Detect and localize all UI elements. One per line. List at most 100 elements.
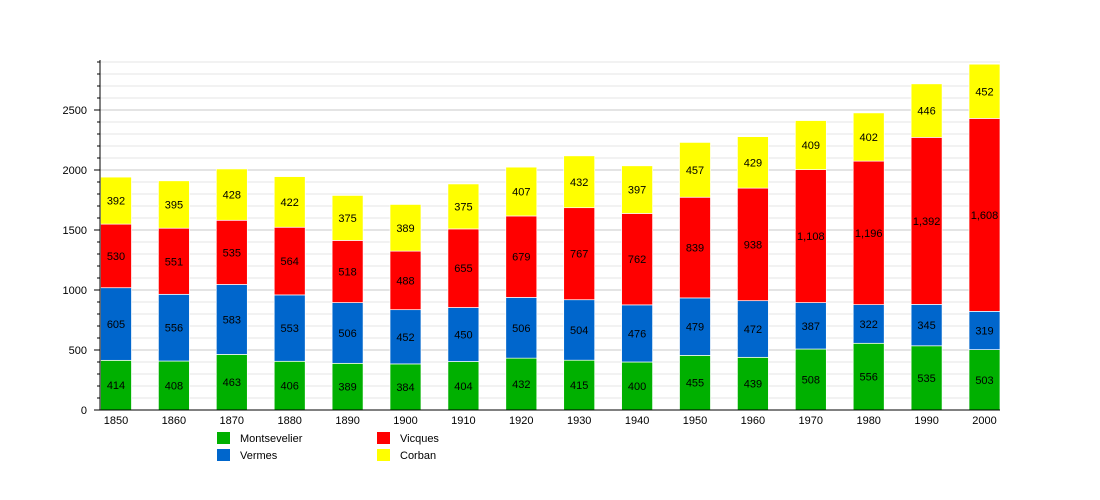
data-label: 422 — [281, 197, 299, 209]
bar-corban-1950 — [679, 142, 711, 198]
x-tick-label: 1900 — [393, 415, 417, 427]
bars: 414 605 530 392 408 556 551 395 463 583 535 428 406 5… — [100, 63, 1001, 411]
data-label: 1,108 — [797, 231, 825, 243]
y-tick-label: 2500 — [63, 105, 87, 117]
bar-montsevelier-1910 — [447, 361, 480, 411]
data-label: 535 — [223, 247, 241, 259]
gridlines — [100, 61, 1000, 399]
data-label: 472 — [744, 324, 762, 336]
x-tick-label: 1880 — [277, 415, 301, 427]
data-label: 450 — [454, 330, 472, 342]
data-label: 415 — [570, 380, 588, 392]
x-tick-label: 1970 — [799, 415, 823, 427]
bar-corban-1930 — [563, 155, 596, 209]
data-label: 530 — [107, 251, 125, 263]
bar-montsevelier-1920 — [505, 357, 538, 411]
data-label: 767 — [570, 249, 588, 261]
data-label: 583 — [223, 314, 241, 326]
bar-montsevelier-1980 — [852, 342, 885, 411]
x-tick-label: 1980 — [856, 415, 880, 427]
data-label: 439 — [744, 379, 762, 391]
data-label: 1,392 — [913, 216, 941, 228]
bar-corban-1910 — [447, 183, 480, 230]
bar-corban-1880 — [273, 176, 306, 228]
bar-vicques-1870 — [215, 219, 248, 285]
data-label: 556 — [860, 372, 878, 384]
data-label: 476 — [628, 328, 646, 340]
data-label: 457 — [686, 165, 704, 177]
data-label: 389 — [338, 382, 356, 394]
data-label: 345 — [917, 320, 935, 332]
data-label: 402 — [860, 132, 878, 144]
x-tick-label: 1890 — [335, 415, 359, 427]
data-label: 395 — [165, 200, 183, 212]
bar-vermes-1880 — [273, 294, 306, 362]
bar-vicques-1900 — [389, 250, 422, 311]
bar-vermes-1940 — [621, 304, 653, 363]
data-label: 452 — [975, 86, 993, 98]
data-label: 503 — [975, 375, 993, 387]
data-label: 463 — [223, 377, 241, 389]
data-label: 375 — [454, 201, 472, 213]
bar-montsevelier-2000 — [968, 349, 1001, 411]
x-tick-label: 1850 — [104, 415, 128, 427]
bar-corban-1990 — [910, 83, 943, 138]
legend-swatch-vermes — [217, 449, 230, 461]
data-label: 404 — [454, 381, 472, 393]
x-tick-label: 1960 — [741, 415, 765, 427]
bar-montsevelier-1930 — [563, 359, 596, 411]
data-label: 1,196 — [855, 228, 883, 240]
data-label: 408 — [165, 381, 183, 393]
data-label: 488 — [396, 275, 414, 287]
data-label: 938 — [744, 239, 762, 251]
y-tick-label: 1000 — [63, 285, 87, 297]
data-label: 432 — [512, 379, 530, 391]
legend-label: Corban — [400, 450, 436, 462]
bar-vermes-1870 — [215, 284, 248, 355]
bar-corban-1940 — [621, 165, 653, 214]
data-label: 407 — [512, 187, 530, 199]
bar-vermes-1930 — [563, 299, 596, 361]
y-tick-label: 500 — [69, 345, 87, 357]
data-label: 504 — [570, 325, 588, 337]
bar-vermes-1890 — [331, 302, 364, 364]
bar-vermes-1970 — [794, 302, 827, 350]
data-label: 322 — [860, 319, 878, 331]
data-label: 762 — [628, 254, 646, 266]
data-label: 553 — [281, 323, 299, 335]
bar-vicques-1990 — [910, 137, 943, 305]
data-label: 518 — [338, 267, 356, 279]
data-label: 839 — [686, 243, 704, 255]
data-label: 605 — [107, 319, 125, 331]
y-tick-label: 2000 — [63, 165, 87, 177]
legend-label: Vicques — [400, 433, 439, 445]
axes: 0 500 1000 1500 2000 2500 1850 1860 1870 1880 1890… — [63, 60, 1000, 427]
data-label: 479 — [686, 322, 704, 334]
data-label: 432 — [570, 177, 588, 189]
bar-corban-1870 — [215, 168, 248, 221]
bar-vicques-1960 — [737, 187, 769, 302]
y-tick-label: 1500 — [63, 225, 87, 237]
legend-swatch-corban — [377, 449, 390, 461]
x-tick-label: 1920 — [509, 415, 533, 427]
bar-corban-2000 — [968, 63, 1001, 119]
bar-vermes-1860 — [158, 293, 190, 362]
bar-vicques-1970 — [794, 169, 827, 303]
x-tick-label: 1930 — [567, 415, 591, 427]
data-label: 506 — [512, 323, 530, 335]
data-label: 452 — [396, 332, 414, 344]
bar-vermes-2000 — [968, 311, 1001, 350]
bar-vermes-1910 — [447, 307, 480, 362]
bar-montsevelier-1950 — [679, 355, 711, 411]
data-label: 446 — [917, 106, 935, 118]
bar-montsevelier-1990 — [910, 345, 943, 411]
data-label: 400 — [628, 381, 646, 393]
data-label: 375 — [338, 213, 356, 225]
data-label: 429 — [744, 157, 762, 169]
data-label: 414 — [107, 380, 125, 392]
data-label: 392 — [107, 196, 125, 208]
bar-corban-1890 — [331, 195, 364, 241]
bar-vicques-1910 — [447, 228, 480, 308]
data-label: 387 — [802, 321, 820, 333]
